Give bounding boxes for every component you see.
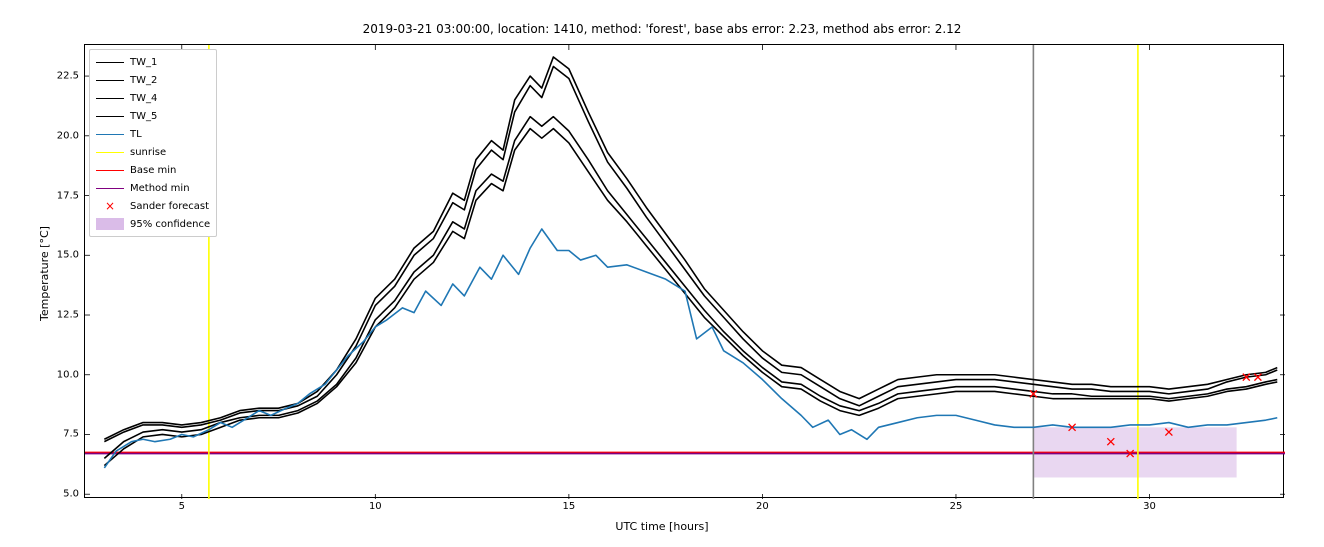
chart-axes: TW_1 TW_2 TW_4 TW_5 TL sunrise Base min Method … bbox=[84, 44, 1284, 498]
legend-entry: TW_5 bbox=[96, 107, 210, 125]
legend-swatch bbox=[96, 181, 124, 195]
legend-swatch bbox=[96, 145, 124, 159]
legend-label: TW_4 bbox=[130, 93, 157, 104]
legend-swatch bbox=[96, 127, 124, 141]
ytick-label: 12.5 bbox=[57, 310, 85, 321]
series-TW_1 bbox=[104, 57, 1277, 439]
ytick-label: 22.5 bbox=[57, 71, 85, 82]
legend-swatch bbox=[96, 109, 124, 123]
x-axis-label: UTC time [hours] bbox=[0, 520, 1324, 533]
figure: 2019-03-21 03:00:00, location: 1410, met… bbox=[0, 0, 1324, 547]
legend-entry: Base min bbox=[96, 161, 210, 179]
chart-title: 2019-03-21 03:00:00, location: 1410, met… bbox=[0, 22, 1324, 36]
legend-label: TW_1 bbox=[130, 57, 157, 68]
xtick-label: 10 bbox=[369, 497, 382, 512]
legend-entry: TW_2 bbox=[96, 71, 210, 89]
legend-entry: TW_1 bbox=[96, 53, 210, 71]
legend-label: Sander forecast bbox=[130, 201, 209, 212]
legend-swatch bbox=[96, 55, 124, 69]
ytick-label: 7.5 bbox=[63, 429, 85, 440]
legend-swatch bbox=[96, 73, 124, 87]
legend-entry: TL bbox=[96, 125, 210, 143]
ytick-label: 17.5 bbox=[57, 190, 85, 201]
legend-swatch bbox=[96, 91, 124, 105]
xtick-label: 25 bbox=[950, 497, 963, 512]
legend: TW_1 TW_2 TW_4 TW_5 TL sunrise Base min Method … bbox=[89, 49, 217, 237]
legend-entry: sunrise bbox=[96, 143, 210, 161]
xtick-label: 20 bbox=[756, 497, 769, 512]
legend-swatch bbox=[96, 163, 124, 177]
legend-label: 95% confidence bbox=[130, 219, 210, 230]
ytick-label: 10.0 bbox=[57, 369, 85, 380]
y-axis-label: Temperature [°C] bbox=[38, 226, 51, 321]
ytick-label: 20.0 bbox=[57, 130, 85, 141]
xtick-label: 5 bbox=[179, 497, 185, 512]
legend-label: TL bbox=[130, 129, 142, 140]
xtick-label: 15 bbox=[562, 497, 575, 512]
legend-entry: 95% confidence bbox=[96, 215, 210, 233]
legend-label: TW_2 bbox=[130, 75, 157, 86]
legend-entry: TW_4 bbox=[96, 89, 210, 107]
plot-svg bbox=[85, 45, 1285, 499]
legend-entry: Method min bbox=[96, 179, 210, 197]
legend-label: sunrise bbox=[130, 147, 166, 158]
legend-label: Method min bbox=[130, 183, 190, 194]
legend-entry: × Sander forecast bbox=[96, 197, 210, 215]
xtick-label: 30 bbox=[1143, 497, 1156, 512]
legend-swatch bbox=[96, 217, 124, 231]
legend-label: Base min bbox=[130, 165, 176, 176]
legend-swatch: × bbox=[96, 199, 124, 213]
ytick-label: 5.0 bbox=[63, 489, 85, 500]
ytick-label: 15.0 bbox=[57, 250, 85, 261]
scatter-sander-forecast-6 bbox=[1254, 374, 1261, 381]
legend-label: TW_5 bbox=[130, 111, 157, 122]
